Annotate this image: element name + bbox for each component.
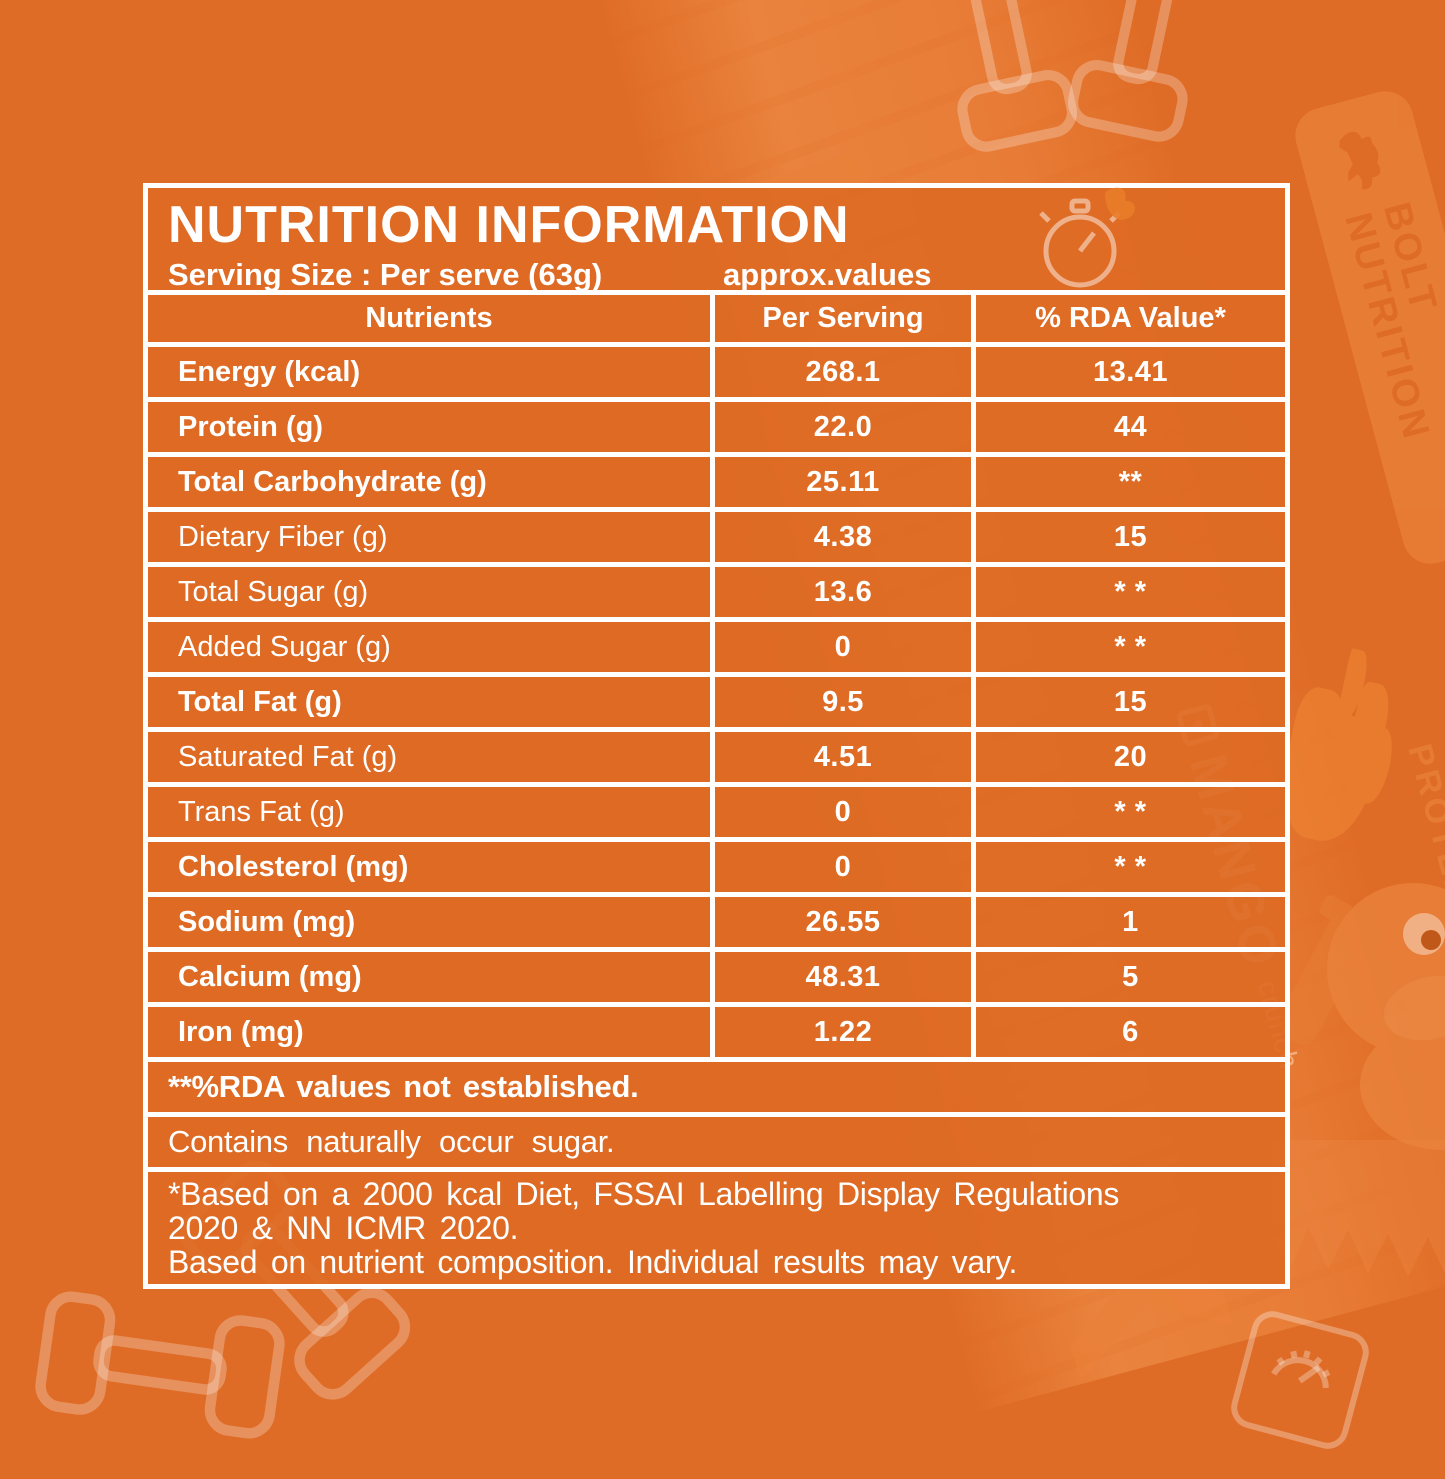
- table-title-block: NUTRITION INFORMATION Serving Size : Per…: [148, 188, 1285, 295]
- mascot-illustration: [1272, 855, 1445, 1150]
- per-serving-value: 13.6: [715, 567, 976, 622]
- approx-values-label: approx.values: [723, 257, 932, 292]
- nutrient-label: Protein (g): [148, 402, 715, 457]
- nutrition-label-page: { "colors":{ "background":"#DF6C26", "gr…: [35, 0, 1445, 1449]
- disclaimer-line-2: 2020 & NN ICMR 2020.: [168, 1210, 519, 1246]
- disclaimer: *Based on a 2000 kcal Diet, FSSAI Labell…: [148, 1172, 1285, 1284]
- per-serving-value: 9.5: [715, 677, 976, 732]
- per-serving-value: 0: [715, 842, 976, 897]
- table-row-iron: Iron (mg) 1.22 6: [148, 1007, 1285, 1062]
- rda-value: **: [976, 457, 1285, 512]
- rda-value: 20: [976, 732, 1285, 787]
- nutrient-label: Cholesterol (mg): [148, 842, 715, 897]
- per-serving-value: 26.55: [715, 897, 976, 952]
- rda-value: 6: [976, 1007, 1285, 1062]
- brand-badge: BOLT NUTRITION: [1289, 85, 1445, 571]
- per-serving-value: 4.38: [715, 512, 976, 567]
- table-row-total-carbohydrate: Total Carbohydrate (g) 25.11 **: [148, 457, 1285, 512]
- table-header-row: Nutrients Per Serving % RDA Value*: [148, 295, 1285, 347]
- per-serving-value: 4.51: [715, 732, 976, 787]
- serving-size-text: Serving Size : Per serve (63g): [168, 257, 603, 292]
- nutrient-label: Added Sugar (g): [148, 622, 715, 677]
- dumbbell-icon: [882, 0, 1118, 170]
- nutrient-label: Total Sugar (g): [148, 567, 715, 622]
- rda-value: 13.41: [976, 347, 1285, 402]
- table-row-calcium: Calcium (mg) 48.31 5: [148, 952, 1285, 1007]
- table-row-total-sugar: Total Sugar (g) 13.6 * *: [148, 567, 1285, 622]
- table-row-added-sugar: Added Sugar (g) 0 * *: [148, 622, 1285, 677]
- nutrient-label: Sodium (mg): [148, 897, 715, 952]
- rda-value: 44: [976, 402, 1285, 457]
- table-row-saturated-fat: Saturated Fat (g) 4.51 20: [148, 732, 1285, 787]
- rda-value: * *: [976, 622, 1285, 677]
- nutrient-label: Energy (kcal): [148, 347, 715, 402]
- nutrition-table: NUTRITION INFORMATION Serving Size : Per…: [143, 183, 1290, 1289]
- scale-icon: [1220, 1300, 1379, 1459]
- table-row-cholesterol: Cholesterol (mg) 0 * *: [148, 842, 1285, 897]
- brand-name: BOLT NUTRITION: [1336, 198, 1445, 445]
- disclaimer-line-3: Based on nutrient composition. Individua…: [168, 1244, 1018, 1280]
- table-row-protein: Protein (g) 22.0 44: [148, 402, 1285, 457]
- serving-size-line: Serving Size : Per serve (63g) approx.va…: [168, 257, 1268, 293]
- table-row-energy: Energy (kcal) 268.1 13.41: [148, 347, 1285, 402]
- per-serving-value: 48.31: [715, 952, 976, 1007]
- per-serving-value: 22.0: [715, 402, 976, 457]
- nutrient-label: Trans Fat (g): [148, 787, 715, 842]
- rda-value: 15: [976, 512, 1285, 567]
- column-header-rda: % RDA Value*: [976, 295, 1285, 347]
- sugar-footnote: Contains naturally occur sugar.: [148, 1117, 1285, 1172]
- per-serving-value: 1.22: [715, 1007, 976, 1062]
- table-row-sodium: Sodium (mg) 26.55 1: [148, 897, 1285, 952]
- per-serving-value: 268.1: [715, 347, 976, 402]
- rda-value: 5: [976, 952, 1285, 1007]
- bull-logo-icon: [1333, 120, 1394, 199]
- stopwatch-flame-icon: [1025, 185, 1140, 300]
- nutrient-label: Total Fat (g): [148, 677, 715, 732]
- nutrient-label: Total Carbohydrate (g): [148, 457, 715, 512]
- dumbbell-icon: [20, 1251, 300, 1479]
- rda-value: 15: [976, 677, 1285, 732]
- disclaimer-line-1: *Based on a 2000 kcal Diet, FSSAI Labell…: [168, 1176, 1120, 1212]
- rda-value: * *: [976, 787, 1285, 842]
- dumbbell-icon: [1027, 0, 1263, 160]
- rda-value: * *: [976, 567, 1285, 622]
- per-serving-value: 0: [715, 622, 976, 677]
- panel-title: NUTRITION INFORMATION: [168, 196, 850, 254]
- column-header-per-serving: Per Serving: [715, 295, 976, 347]
- per-serving-value: 0: [715, 787, 976, 842]
- rda-footnote: **%RDA values not established.: [148, 1062, 1285, 1117]
- table-row-total-fat: Total Fat (g) 9.5 15: [148, 677, 1285, 732]
- nutrient-label: Calcium (mg): [148, 952, 715, 1007]
- table-row-dietary-fiber: Dietary Fiber (g) 4.38 15: [148, 512, 1285, 567]
- nutrient-label: Saturated Fat (g): [148, 732, 715, 787]
- rda-value: * *: [976, 842, 1285, 897]
- per-serving-value: 25.11: [715, 457, 976, 512]
- nutrient-label: Iron (mg): [148, 1007, 715, 1062]
- rda-value: 1: [976, 897, 1285, 952]
- column-header-nutrients: Nutrients: [148, 295, 715, 347]
- nutrient-label: Dietary Fiber (g): [148, 512, 715, 567]
- table-row-trans-fat: Trans Fat (g) 0 * *: [148, 787, 1285, 842]
